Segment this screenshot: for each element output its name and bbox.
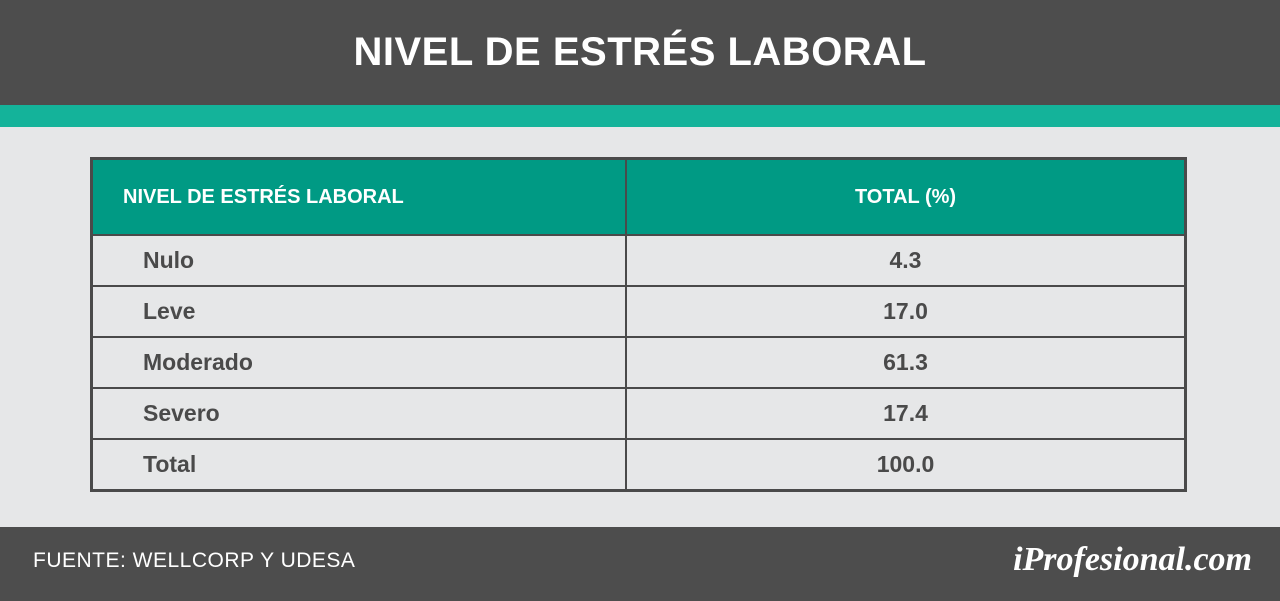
footer-bar: FUENTE: WELLCORP Y UDESA iProfesional.co… xyxy=(0,527,1280,601)
table-row: Leve 17.0 xyxy=(90,285,1187,338)
table-header-row: NIVEL DE ESTRÉS LABORAL TOTAL (%) xyxy=(90,157,1187,236)
source-note: FUENTE: WELLCORP Y UDESA xyxy=(33,549,356,572)
row-total-cell: 61.3 xyxy=(625,336,1187,389)
row-level-cell: Leve xyxy=(90,285,627,338)
header-bar: NIVEL DE ESTRÉS LABORAL xyxy=(0,0,1280,105)
table-row-total: Total 100.0 xyxy=(90,438,1187,492)
row-total-cell: 17.0 xyxy=(625,285,1187,338)
column-header-total: TOTAL (%) xyxy=(625,157,1187,236)
row-level-cell: Nulo xyxy=(90,234,627,287)
row-level-cell: Total xyxy=(90,438,627,492)
brand-logo: iProfesional.com xyxy=(1013,541,1252,578)
row-total-cell: 4.3 xyxy=(625,234,1187,287)
column-header-level: NIVEL DE ESTRÉS LABORAL xyxy=(90,157,627,236)
row-level-cell: Moderado xyxy=(90,336,627,389)
page-title: NIVEL DE ESTRÉS LABORAL xyxy=(353,30,927,74)
table-row: Severo 17.4 xyxy=(90,387,1187,440)
row-level-cell: Severo xyxy=(90,387,627,440)
accent-band xyxy=(0,105,1280,127)
data-table-container: NIVEL DE ESTRÉS LABORAL TOTAL (%) Nulo 4… xyxy=(90,157,1187,497)
row-total-cell: 100.0 xyxy=(625,438,1187,492)
table-row: Moderado 61.3 xyxy=(90,336,1187,389)
stress-level-table: NIVEL DE ESTRÉS LABORAL TOTAL (%) Nulo 4… xyxy=(90,157,1187,492)
row-total-cell: 17.4 xyxy=(625,387,1187,440)
table-row: Nulo 4.3 xyxy=(90,234,1187,287)
